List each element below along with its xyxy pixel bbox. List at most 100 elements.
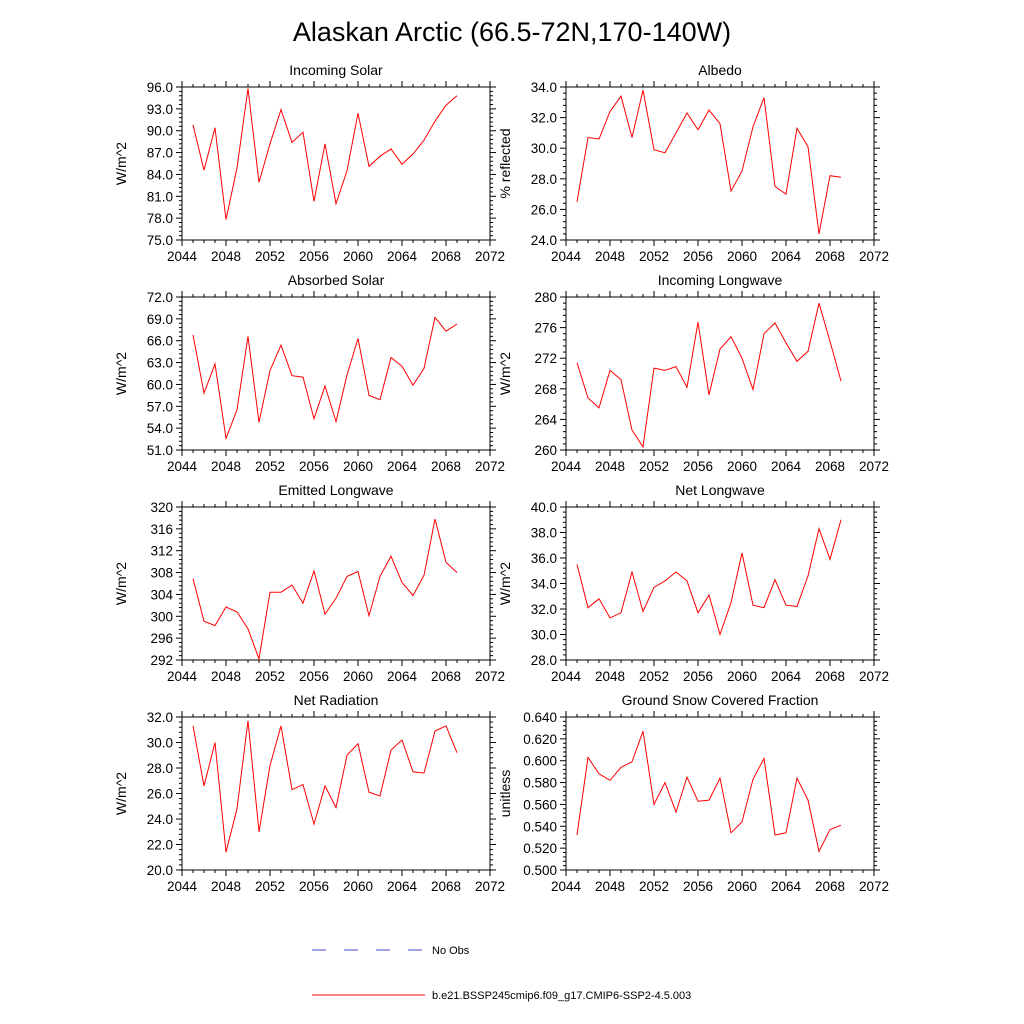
panel-albedo: Albedo 2044 2048 2052 2056 2060 2064 2068 2072 24… — [497, 62, 889, 264]
x-tick-label: 2060 — [343, 879, 373, 894]
x-tick-label: 2044 — [551, 669, 582, 684]
y-tick-label: 28.0 — [531, 172, 557, 187]
x-tick-label: 2056 — [683, 669, 713, 684]
y-tick-label: 90.0 — [147, 124, 173, 139]
x-tick-label: 2048 — [211, 669, 241, 684]
x-tick-label: 2072 — [859, 669, 889, 684]
y-axis-label: W/m^2 — [497, 562, 513, 605]
y-tick-label: 26.0 — [147, 787, 173, 802]
x-tick-label: 2048 — [595, 669, 625, 684]
y-tick-label: 60.0 — [147, 377, 173, 392]
plot-frame — [565, 86, 875, 241]
panel-title: Albedo — [698, 62, 742, 78]
y-tick-label: 20.0 — [147, 863, 173, 878]
x-tick-label: 2044 — [167, 669, 198, 684]
panels: Incoming Solar 2044 2048 2052 2056 2060 2064 20… — [113, 62, 889, 894]
x-tick-label: 2068 — [815, 669, 845, 684]
y-tick-label: 28.0 — [531, 653, 557, 668]
y-tick-label: 36.0 — [531, 551, 557, 566]
panel-incoming-solar: Incoming Solar 2044 2048 2052 2056 2060 2064 20… — [113, 62, 505, 264]
y-tick-label: 69.0 — [147, 312, 173, 327]
x-tick-label: 2060 — [727, 459, 757, 474]
y-axis-label: unitless — [497, 770, 513, 817]
y-tick-label: 0.620 — [523, 732, 557, 747]
panel-net-radiation: Net Radiation 2044 2048 2052 2056 2060 2064 206… — [113, 692, 505, 894]
plot-frame — [565, 716, 875, 871]
x-tick-label: 2068 — [431, 249, 461, 264]
x-tick-label: 2052 — [255, 879, 285, 894]
plot-frame — [565, 296, 875, 451]
x-tick-label: 2048 — [211, 249, 241, 264]
x-tick-label: 2048 — [211, 459, 241, 474]
y-tick-label: 57.0 — [147, 399, 173, 414]
y-tick-label: 30.0 — [147, 736, 173, 751]
y-axis-label: W/m^2 — [497, 352, 513, 395]
x-tick-label: 2064 — [771, 459, 802, 474]
x-tick-label: 2064 — [771, 249, 802, 264]
x-tick-label: 2056 — [299, 249, 329, 264]
y-tick-label: 0.540 — [523, 819, 557, 834]
y-tick-label: 30.0 — [531, 628, 557, 643]
y-tick-label: 40.0 — [531, 500, 557, 515]
x-tick-label: 2064 — [771, 879, 802, 894]
panel-ground-snow-covered-fraction: Ground Snow Covered Fraction 2044 2048 2052… — [497, 692, 889, 894]
x-tick-label: 2072 — [475, 669, 505, 684]
y-tick-label: 26.0 — [531, 202, 557, 217]
y-tick-label: 78.0 — [147, 211, 173, 226]
y-axis-label: W/m^2 — [113, 142, 129, 185]
x-tick-label: 2052 — [639, 879, 669, 894]
series-line — [576, 302, 842, 449]
y-tick-label: 264 — [534, 412, 557, 427]
y-tick-label: 38.0 — [531, 526, 557, 541]
panel-incoming-longwave: Incoming Longwave 2044 2048 2052 2056 2060 206… — [497, 272, 889, 474]
x-tick-label: 2072 — [475, 879, 505, 894]
x-tick-label: 2068 — [431, 669, 461, 684]
y-tick-label: 87.0 — [147, 146, 173, 161]
x-tick-label: 2060 — [343, 669, 373, 684]
x-tick-label: 2052 — [639, 249, 669, 264]
y-tick-label: 308 — [150, 566, 173, 581]
plot-frame — [181, 86, 491, 241]
series-line — [576, 89, 842, 234]
y-tick-label: 32.0 — [531, 111, 557, 126]
x-tick-label: 2064 — [387, 249, 418, 264]
plot-frame — [181, 716, 491, 871]
panel-emitted-longwave: Emitted Longwave 2044 2048 2052 2056 2060 2064… — [113, 482, 505, 684]
y-tick-label: 260 — [534, 443, 557, 458]
y-tick-label: 0.640 — [523, 710, 557, 725]
x-tick-label: 2072 — [475, 249, 505, 264]
x-tick-label: 2060 — [727, 249, 757, 264]
y-tick-label: 96.0 — [147, 80, 173, 95]
y-tick-label: 54.0 — [147, 421, 173, 436]
x-tick-label: 2056 — [683, 459, 713, 474]
y-tick-label: 93.0 — [147, 102, 173, 117]
y-tick-label: 316 — [150, 522, 173, 537]
y-tick-label: 280 — [534, 290, 557, 305]
x-tick-label: 2044 — [167, 249, 198, 264]
y-tick-label: 276 — [534, 321, 557, 336]
x-tick-label: 2044 — [167, 459, 198, 474]
panel-title: Ground Snow Covered Fraction — [622, 692, 819, 708]
x-tick-label: 2072 — [859, 249, 889, 264]
x-tick-label: 2068 — [431, 879, 461, 894]
y-tick-label: 272 — [534, 351, 557, 366]
x-tick-label: 2056 — [299, 459, 329, 474]
x-tick-label: 2056 — [299, 669, 329, 684]
y-axis-label: W/m^2 — [113, 352, 129, 395]
x-tick-label: 2052 — [639, 459, 669, 474]
y-tick-label: 312 — [150, 544, 173, 559]
x-tick-label: 2064 — [771, 669, 802, 684]
x-tick-label: 2044 — [551, 459, 582, 474]
x-tick-label: 2052 — [255, 669, 285, 684]
y-tick-label: 268 — [534, 382, 557, 397]
figure-title: Alaskan Arctic (66.5-72N,170-140W) — [293, 17, 731, 47]
x-tick-label: 2044 — [551, 249, 582, 264]
y-tick-label: 22.0 — [147, 838, 173, 853]
x-tick-label: 2060 — [727, 669, 757, 684]
x-tick-label: 2072 — [859, 879, 889, 894]
x-tick-label: 2072 — [859, 459, 889, 474]
y-axis-label: % reflected — [497, 128, 513, 198]
y-tick-label: 0.560 — [523, 797, 557, 812]
x-tick-label: 2052 — [255, 459, 285, 474]
y-tick-label: 72.0 — [147, 290, 173, 305]
